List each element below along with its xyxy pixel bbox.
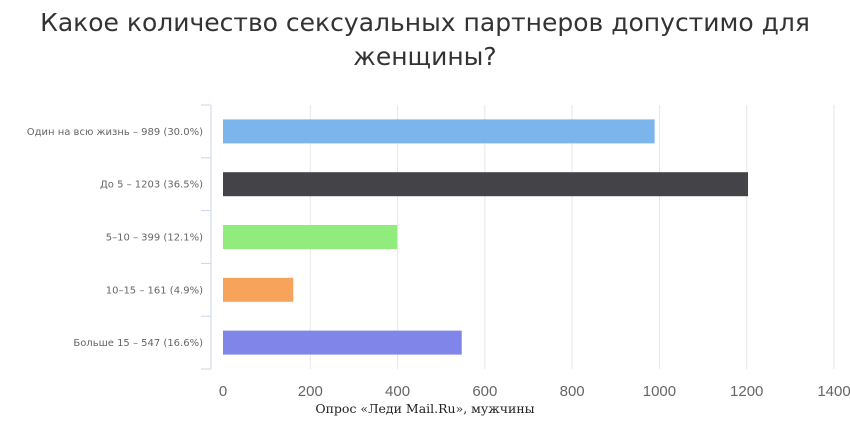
category-label: 10–15 – 161 (4.9%) (106, 285, 203, 296)
chart-title-line-1: Какое количество сексуальных партнеров д… (40, 8, 810, 37)
x-tick-label: 800 (560, 383, 585, 400)
x-tick-label: 600 (472, 383, 497, 400)
value-axis-labels: 0 200 400 600 800 1000 1200 1400 (219, 383, 850, 400)
bars (223, 119, 749, 355)
source-caption: Опрос «Леди Mail.Ru», мужчины (315, 401, 535, 416)
category-label: Один на всю жизнь – 989 (30.0%) (27, 127, 203, 138)
category-axis (201, 104, 212, 370)
category-label: 5–10 – 399 (12.1%) (106, 233, 203, 244)
bar (223, 172, 749, 197)
x-tick-label: 400 (385, 383, 410, 400)
x-tick-label: 1200 (730, 383, 763, 400)
chart-title-line-2: женщины? (353, 42, 497, 71)
chart-title: Какое количество сексуальных партнеров д… (0, 6, 850, 74)
bar (223, 119, 655, 144)
grid-lines (309, 105, 835, 369)
category-label: До 5 – 1203 (36.5%) (100, 180, 203, 191)
x-tick-label: 1400 (817, 383, 850, 400)
category-labels: Один на всю жизнь – 989 (30.0%) До 5 – 12… (27, 127, 203, 349)
bar (223, 330, 462, 355)
category-label: Больше 15 – 547 (16.6%) (73, 338, 203, 349)
x-tick-label: 200 (298, 383, 323, 400)
bar (223, 225, 398, 249)
x-tick-label: 1000 (643, 383, 676, 400)
bar (223, 277, 294, 302)
bar-chart: Один на всю жизнь – 989 (30.0%) До 5 – 12… (27, 104, 850, 400)
x-tick-label: 0 (219, 383, 227, 400)
